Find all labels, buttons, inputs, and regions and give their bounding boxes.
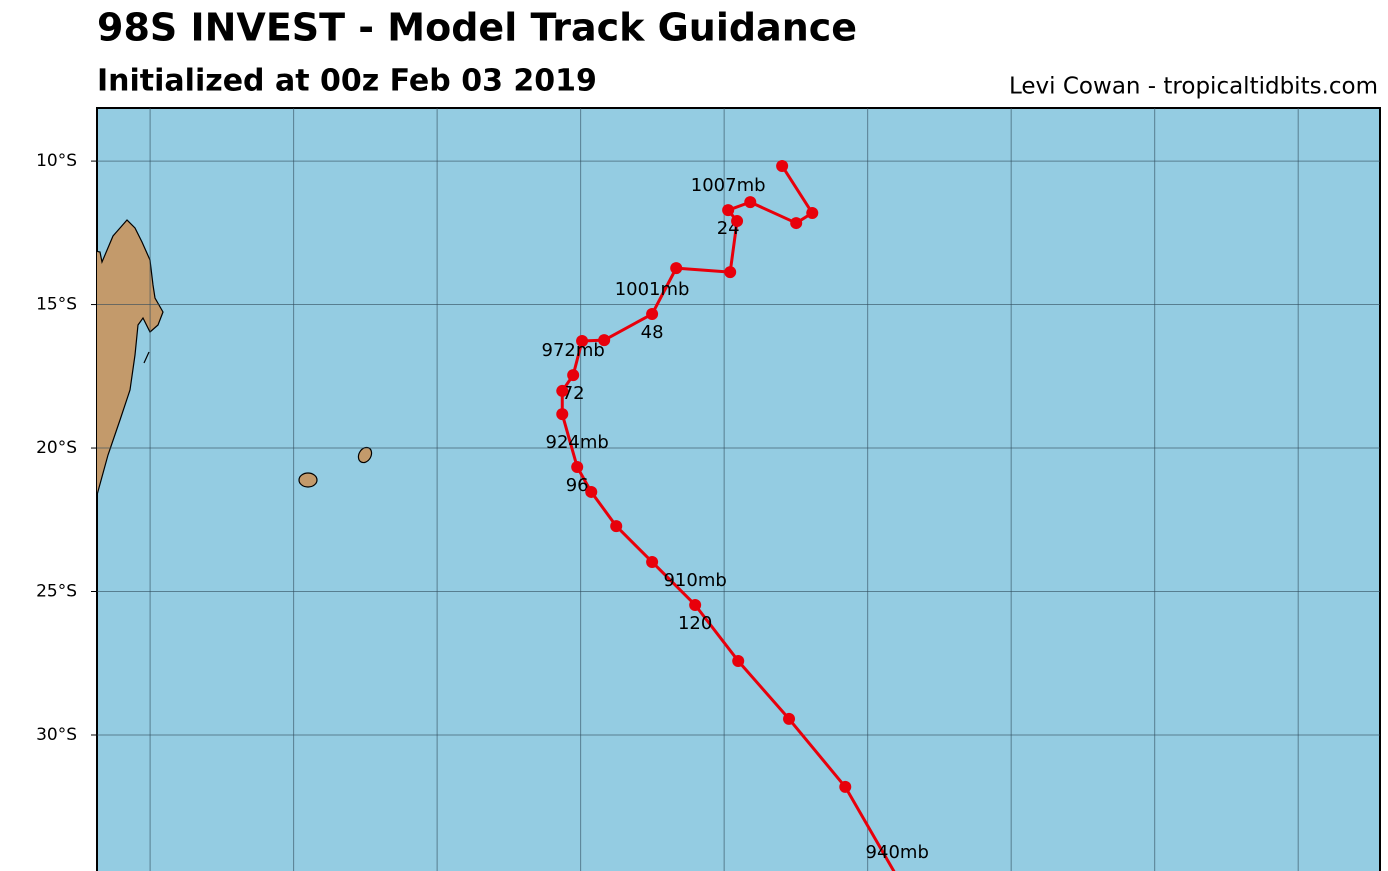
ocean (96, 107, 1381, 871)
track-point (689, 598, 702, 611)
pressure-label: 972mb (542, 340, 605, 361)
track-point (567, 369, 580, 382)
pressure-label: 940mb (866, 842, 929, 863)
hour-label: 120 (678, 613, 712, 634)
track-point (646, 308, 659, 321)
track-point (776, 159, 789, 172)
track-point (790, 217, 803, 230)
track-point (839, 780, 852, 793)
pressure-label: 1001mb (615, 279, 690, 300)
pressure-label: 1007mb (691, 175, 766, 196)
reunion (298, 472, 318, 488)
y-tick-label: 20°S (36, 438, 77, 458)
hour-label: 96 (566, 475, 589, 496)
credit: Levi Cowan - tropicaltidbits.com (1009, 74, 1378, 100)
track-point (670, 262, 683, 275)
plot-area: 1007mb241001mb48972mb72924mb96910mb12094… (97, 108, 1380, 871)
madagascar (97, 219, 164, 496)
y-tick-label: 25°S (36, 582, 77, 602)
track-point (646, 555, 659, 568)
pressure-label: 924mb (546, 432, 609, 453)
track-point (724, 266, 737, 279)
track-point (556, 384, 569, 397)
track-point (744, 196, 757, 209)
track-point (732, 654, 745, 667)
hour-label: 48 (641, 322, 664, 343)
track-point (598, 334, 611, 347)
track-point (722, 204, 735, 217)
track-point (585, 485, 598, 498)
track-point (571, 460, 584, 473)
y-tick-label: 30°S (36, 725, 77, 745)
y-tick-label: 15°S (36, 295, 77, 315)
pressure-label: 910mb (663, 570, 726, 591)
track-point (731, 215, 744, 228)
title: 98S INVEST - Model Track Guidance (97, 6, 857, 50)
y-tick-label: 10°S (36, 151, 77, 171)
track-point (783, 712, 796, 725)
land (97, 219, 373, 496)
subtitle: Initialized at 00z Feb 03 2019 (97, 64, 597, 99)
track-point (576, 335, 589, 348)
track-point (556, 408, 569, 421)
track-point (806, 207, 819, 220)
track-point (610, 520, 623, 533)
island-stub (143, 351, 150, 364)
